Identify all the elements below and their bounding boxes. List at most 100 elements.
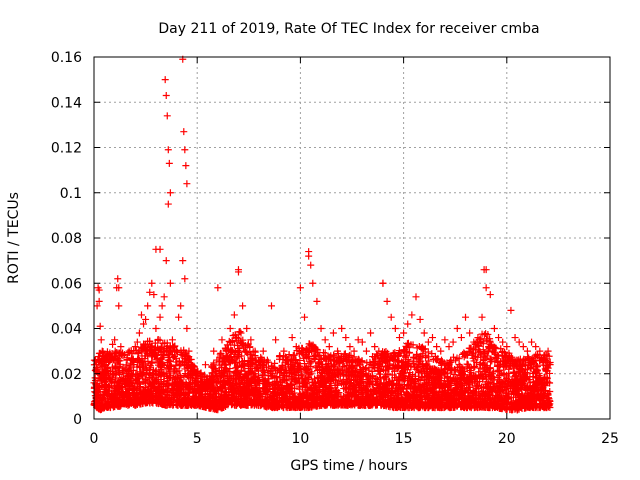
data-point [210, 386, 218, 394]
data-point [146, 338, 154, 346]
data-point [124, 349, 132, 357]
data-point [181, 365, 189, 373]
data-point [417, 344, 425, 352]
data-point [161, 339, 169, 347]
data-point [286, 390, 294, 398]
data-point [494, 376, 502, 384]
data-point [116, 402, 124, 410]
data-point [160, 380, 168, 388]
data-point [137, 369, 145, 377]
data-point [369, 390, 377, 398]
data-point [450, 371, 458, 379]
data-point [359, 363, 367, 371]
data-point [403, 390, 411, 398]
data-point [259, 367, 267, 375]
data-point [244, 378, 252, 386]
data-point [379, 387, 387, 395]
data-point [324, 353, 332, 361]
data-point [271, 388, 279, 396]
data-point [405, 372, 413, 380]
data-point [225, 385, 233, 393]
data-point [387, 387, 395, 395]
data-point [105, 398, 113, 406]
data-point [482, 404, 490, 412]
data-point [197, 369, 205, 377]
data-point [404, 356, 412, 364]
data-point [340, 362, 348, 370]
data-point [244, 365, 252, 373]
data-point [164, 397, 172, 405]
data-point [153, 399, 161, 407]
data-point [505, 377, 513, 385]
data-point [387, 353, 395, 361]
data-point [192, 388, 200, 396]
data-point [324, 360, 332, 368]
data-point [542, 387, 550, 395]
data-point [203, 375, 211, 383]
data-point [409, 341, 417, 349]
data-point [532, 363, 540, 371]
data-point [425, 357, 433, 365]
data-point [388, 381, 396, 389]
data-point [126, 362, 134, 370]
data-point [499, 363, 507, 371]
data-point [215, 358, 223, 366]
data-point [340, 350, 348, 358]
data-point [407, 376, 415, 384]
data-point [192, 378, 200, 386]
data-point [504, 358, 512, 366]
data-point [283, 385, 291, 393]
data-point [254, 366, 262, 374]
data-point [371, 363, 379, 371]
data-point [244, 340, 252, 348]
data-point [493, 362, 501, 370]
data-point [307, 370, 315, 378]
data-point [501, 376, 509, 384]
data-point [456, 391, 464, 399]
data-point [465, 379, 473, 387]
data-point [318, 381, 326, 389]
data-point [235, 374, 243, 382]
data-point [233, 354, 241, 362]
data-point [368, 368, 376, 376]
data-point [395, 349, 403, 357]
data-point [180, 346, 188, 354]
data-point [173, 368, 181, 376]
data-point [417, 394, 425, 402]
data-point [335, 358, 343, 366]
data-point [372, 374, 380, 382]
data-point [289, 352, 297, 360]
data-point [313, 362, 321, 370]
data-point [423, 373, 431, 381]
data-point [169, 395, 177, 403]
data-point [160, 372, 168, 380]
data-point [288, 355, 296, 363]
data-point [477, 371, 485, 379]
data-point [248, 367, 256, 375]
data-point [364, 387, 372, 395]
data-point [266, 393, 274, 401]
data-point [191, 363, 199, 371]
data-point [460, 375, 468, 383]
data-point [442, 365, 450, 373]
data-point [440, 383, 448, 391]
data-point [316, 386, 324, 394]
data-point [406, 377, 414, 385]
data-point [246, 343, 254, 351]
data-point [424, 387, 432, 395]
data-point [270, 404, 278, 412]
data-point [359, 378, 367, 386]
data-point [486, 400, 494, 408]
data-point [270, 363, 278, 371]
data-point [483, 362, 491, 370]
data-point [366, 358, 374, 366]
data-point [518, 397, 526, 405]
data-point [295, 365, 303, 373]
data-point [348, 397, 356, 405]
data-point [302, 349, 310, 357]
data-point [216, 354, 224, 362]
data-point [240, 343, 248, 351]
data-point [225, 358, 233, 366]
data-point [305, 354, 313, 362]
data-point [471, 362, 479, 370]
